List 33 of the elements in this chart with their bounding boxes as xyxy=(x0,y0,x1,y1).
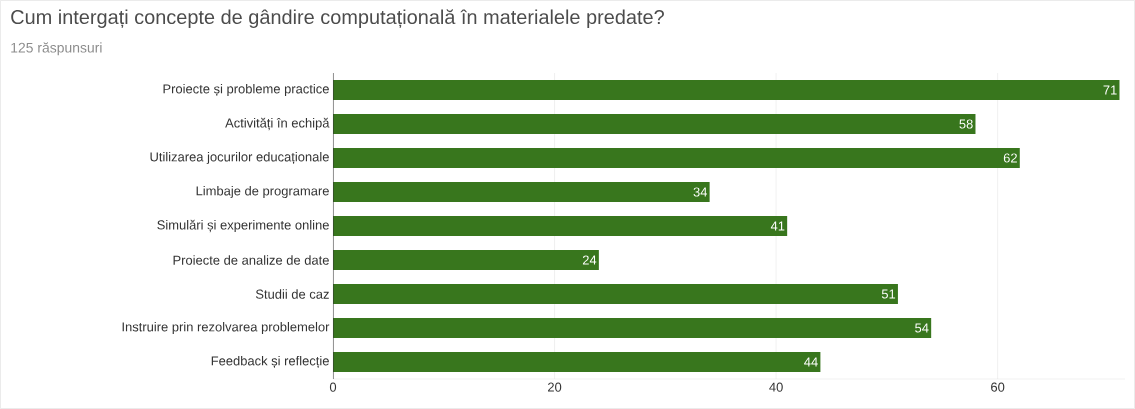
x-tick-label: 40 xyxy=(769,382,783,392)
data-label: 58 xyxy=(959,119,973,129)
bar xyxy=(333,250,599,271)
y-tick-label: Limbaje de programare xyxy=(196,185,329,199)
bar xyxy=(333,182,710,203)
x-tick-label: 20 xyxy=(548,382,562,392)
y-tick-label: Studii de caz xyxy=(255,289,329,299)
y-tick-label: Utilizarea jocurilor educaționale xyxy=(150,151,329,165)
y-tick-label: Feedback și reflecție xyxy=(211,355,329,369)
x-tick-label: 60 xyxy=(991,382,1005,392)
y-tick-label: Proiecte de analize de date xyxy=(173,255,329,265)
bar xyxy=(333,284,898,305)
y-tick-label: Activități în echipă xyxy=(225,117,330,131)
data-label: 41 xyxy=(770,221,785,231)
y-tick-label: Proiecte și probleme practice xyxy=(163,83,329,97)
x-tick-label: 0 xyxy=(329,382,337,392)
bar xyxy=(333,352,821,372)
chart-title: Cum intergați concepte de gândire computațională în materialele predate? xyxy=(11,9,664,29)
bar xyxy=(333,80,1120,101)
bar xyxy=(333,318,932,338)
bar xyxy=(333,216,788,237)
data-label: 62 xyxy=(1003,153,1017,163)
bar xyxy=(333,114,976,135)
data-label: 51 xyxy=(881,289,896,299)
y-tick-label: Simulări și experimente online xyxy=(157,219,329,233)
data-label: 71 xyxy=(1103,85,1117,95)
bar xyxy=(333,148,1020,169)
data-label: 34 xyxy=(693,187,708,197)
y-tick-label: Instruire prin rezolvarea problemelor xyxy=(122,321,330,335)
data-label: 44 xyxy=(804,357,818,367)
text: 125 răspunsuri xyxy=(11,42,102,56)
data-label: 24 xyxy=(582,255,597,265)
data-label: 54 xyxy=(915,323,929,333)
